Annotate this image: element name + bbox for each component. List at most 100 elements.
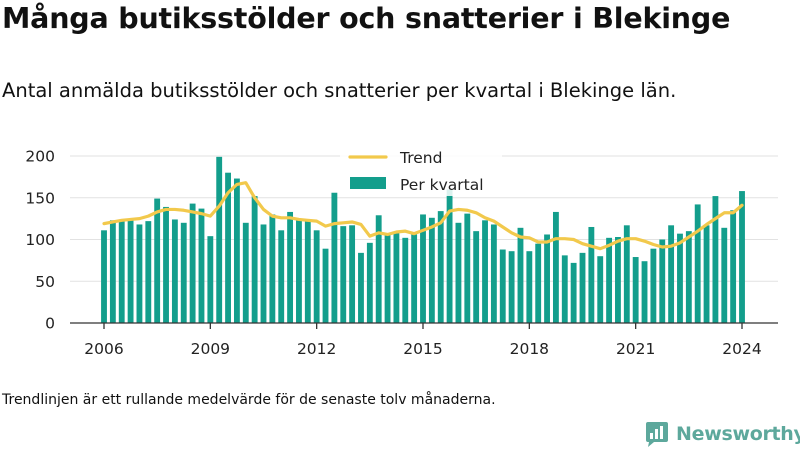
bar <box>437 211 444 323</box>
y-tick-label: 0 <box>45 315 55 333</box>
bar <box>118 221 125 323</box>
bar <box>730 210 737 323</box>
y-tick-label: 50 <box>35 273 55 291</box>
bar <box>641 261 648 323</box>
bar <box>685 231 692 323</box>
bar <box>260 224 267 323</box>
bar <box>570 262 577 323</box>
bar <box>579 252 586 323</box>
legend-label-per-kvartal: Per kvartal <box>400 176 484 194</box>
bar <box>650 248 657 323</box>
bar <box>544 234 550 323</box>
bar <box>473 231 480 323</box>
bar <box>561 255 568 323</box>
bar <box>632 257 639 323</box>
bar <box>588 226 595 323</box>
bar <box>287 211 294 323</box>
bar <box>712 196 719 323</box>
bar <box>384 234 391 323</box>
x-tick-label: 2018 <box>510 340 549 358</box>
bar <box>552 211 559 323</box>
bar <box>703 225 710 323</box>
bar <box>402 237 409 323</box>
bar <box>340 226 347 323</box>
bar <box>623 225 630 323</box>
bar <box>375 215 382 323</box>
bar <box>482 220 488 323</box>
bar <box>420 214 426 323</box>
y-tick-label: 100 <box>25 231 55 249</box>
legend-label-trend: Trend <box>399 149 442 167</box>
bar <box>508 251 515 323</box>
bar <box>668 225 675 323</box>
bar <box>606 237 613 323</box>
bar <box>322 248 329 323</box>
bar <box>677 233 683 323</box>
bar <box>313 230 320 323</box>
newsworthy-logo-icon <box>646 422 668 447</box>
x-tick-label: 2021 <box>616 340 655 358</box>
bar <box>349 225 356 323</box>
bar <box>535 243 542 323</box>
trend-series <box>102 181 744 251</box>
x-tick-label: 2015 <box>403 340 442 358</box>
bar <box>109 220 116 323</box>
bar <box>207 236 214 323</box>
bar <box>393 232 400 323</box>
bar <box>242 222 249 323</box>
bar <box>278 230 285 323</box>
bar <box>446 189 453 323</box>
bar <box>455 222 462 323</box>
bar <box>136 224 143 323</box>
bar <box>127 218 134 324</box>
bar <box>296 219 302 323</box>
brand[interactable]: Newsworthy <box>644 419 800 449</box>
bar <box>163 206 169 323</box>
bar <box>358 252 364 323</box>
bar <box>366 242 373 323</box>
bar <box>526 251 533 323</box>
bar <box>198 208 205 323</box>
bar <box>597 256 604 323</box>
bar <box>694 204 701 323</box>
chart: 0 50 100 150 200 2006 2009 2012 2015 2018 2021 2024… <box>25 146 778 358</box>
bar <box>721 227 728 323</box>
bar <box>615 237 621 323</box>
bar <box>428 217 435 323</box>
bar <box>251 196 258 323</box>
bar <box>304 221 311 323</box>
bar <box>517 227 524 323</box>
bar-series <box>101 156 745 324</box>
bar <box>499 249 506 323</box>
x-tick-label: 2009 <box>191 340 230 358</box>
bar <box>269 214 276 323</box>
bar <box>189 203 196 323</box>
trend-line <box>102 181 744 251</box>
bar <box>464 213 471 323</box>
axes: 0 50 100 150 200 2006 2009 2012 2015 2018 2021 2024 <box>25 148 778 358</box>
brand-name: Newsworthy <box>676 423 800 445</box>
bar <box>331 192 338 323</box>
bar <box>233 178 240 323</box>
bar <box>101 230 107 323</box>
bar <box>490 224 497 323</box>
page-title: Många butiksstölder och snatterier i Ble… <box>2 2 731 35</box>
page-subtitle: Antal anmälda butiksstölder och snatteri… <box>2 79 677 102</box>
footnote: Trendlinjen är ett rullande medelvärde f… <box>2 392 496 408</box>
bar <box>154 198 161 323</box>
y-tick-label: 150 <box>25 189 55 207</box>
bar <box>180 222 187 323</box>
x-tick-label: 2006 <box>84 340 123 358</box>
bar <box>225 172 231 323</box>
x-tick-label: 2012 <box>297 340 336 358</box>
legend-bar-swatch <box>350 177 386 189</box>
legend: Trend Per kvartal <box>340 146 502 196</box>
bar <box>659 239 666 323</box>
bar <box>739 191 745 323</box>
bar <box>411 234 418 323</box>
x-tick-label: 2024 <box>722 340 761 358</box>
bar <box>216 156 223 323</box>
y-tick-label: 200 <box>25 148 55 166</box>
bar <box>171 219 178 323</box>
bar <box>145 221 152 323</box>
